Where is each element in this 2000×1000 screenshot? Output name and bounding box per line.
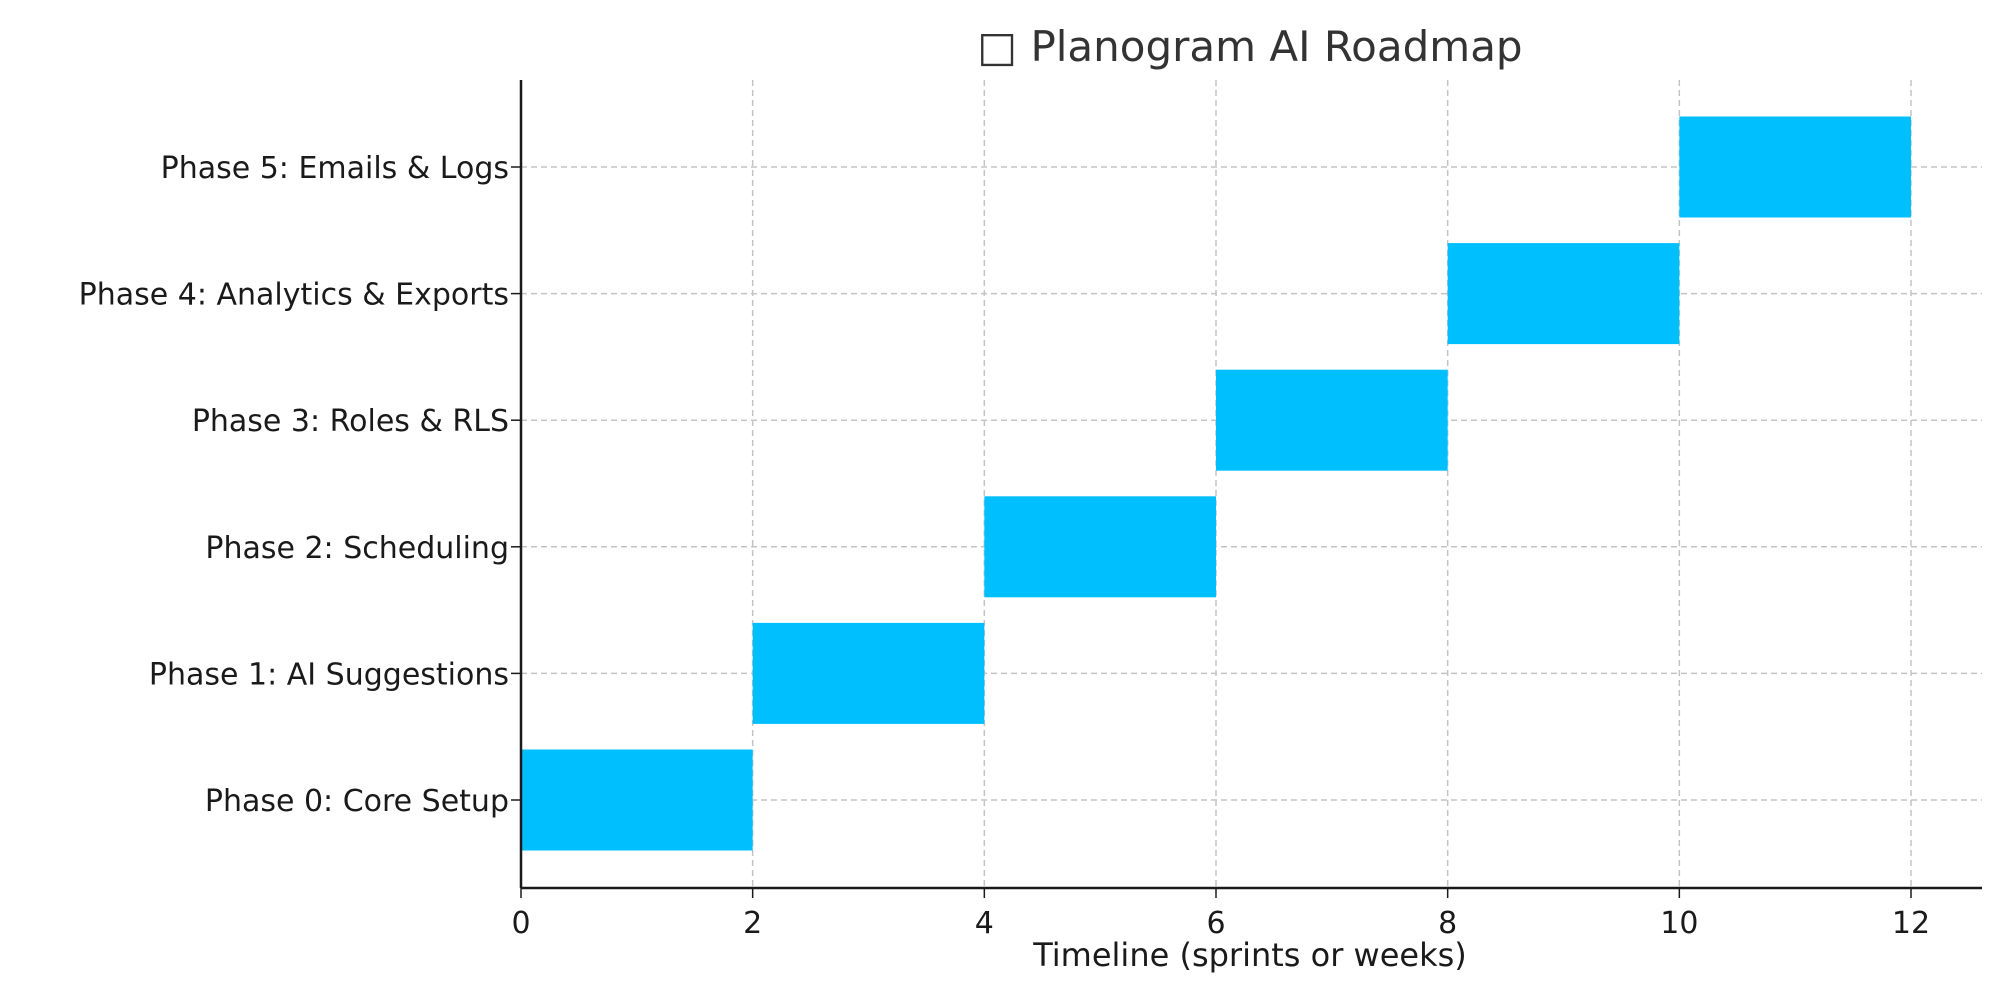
y-tick-label: Phase 5: Emails & Logs: [161, 151, 509, 186]
x-tick-label: 4: [975, 906, 994, 941]
task-bar: [521, 749, 753, 851]
y-tick-label: Phase 1: AI Suggestions: [149, 657, 509, 692]
task-bar: [984, 496, 1216, 598]
task-bars: [521, 116, 1911, 851]
x-tick-labels: 0 2 4 6 8 10 12: [511, 906, 1930, 941]
task-bar: [752, 622, 985, 724]
y-tick-label: Phase 2: Scheduling: [205, 531, 509, 566]
chart-title: □ Planogram AI Roadmap: [977, 22, 1522, 71]
x-tick-label: 6: [1206, 906, 1225, 941]
x-tick-label: 10: [1660, 906, 1698, 941]
y-tick-labels: Phase 0: Core Setup Phase 1: AI Suggestio…: [79, 151, 509, 819]
axes: [511, 80, 1982, 898]
task-bar: [1216, 369, 1448, 471]
y-tick-label: Phase 4: Analytics & Exports: [79, 278, 509, 313]
x-tick-label: 0: [511, 906, 530, 941]
y-tick-label: Phase 0: Core Setup: [205, 784, 509, 819]
task-bar: [1447, 243, 1680, 345]
y-tick-label: Phase 3: Roles & RLS: [192, 404, 509, 439]
x-tick-label: 2: [743, 906, 762, 941]
x-tick-label: 12: [1892, 906, 1930, 941]
x-tick-label: 8: [1438, 906, 1457, 941]
x-axis-label: Timeline (sprints or weeks): [1032, 936, 1467, 974]
task-bar: [1679, 116, 1911, 218]
